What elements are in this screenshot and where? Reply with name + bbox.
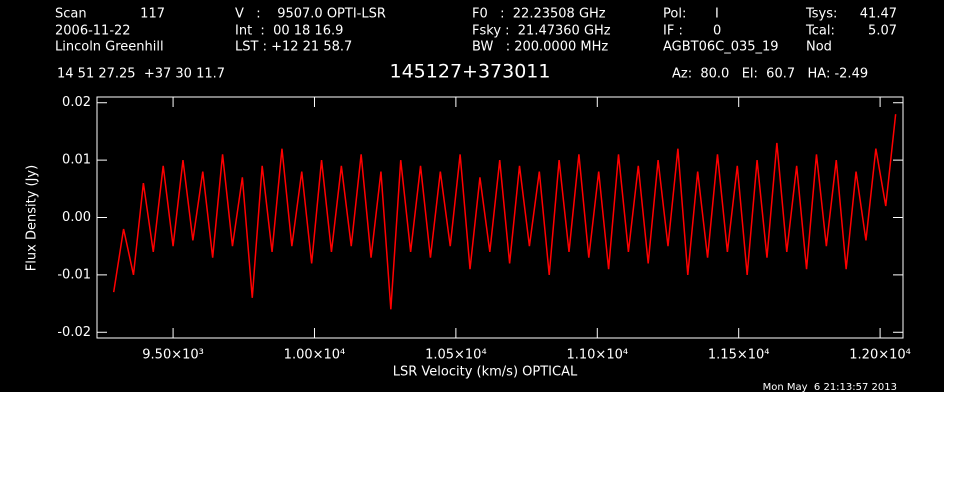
y-tick-label: 0.00 — [62, 210, 91, 225]
annotation: Tcal: — [805, 24, 835, 39]
y-tick-label: -0.02 — [57, 325, 91, 340]
annotation: 117 — [140, 7, 165, 22]
annotation: LST : +12 21 58.7 — [235, 40, 352, 55]
annotation: F0 : 22.23508 GHz — [472, 7, 606, 22]
annotation: 41.47 — [860, 7, 897, 22]
annotation: AGBT06C_035_19 — [663, 40, 779, 55]
x-tick-label: 9.50×10³ — [142, 348, 204, 363]
annotation: Fsky : 21.47360 GHz — [472, 24, 611, 39]
annotation: Tsys: — [805, 7, 837, 22]
annotation: 2006-11-22 — [55, 24, 131, 39]
annotation: Nod — [806, 40, 832, 55]
y-tick-label: -0.01 — [57, 267, 91, 282]
annotation: 14 51 27.25 +37 30 11.7 — [57, 67, 225, 82]
annotation: 5.07 — [868, 24, 897, 39]
annotation: Int : 00 18 16.9 — [235, 24, 343, 39]
y-tick-label: 0.01 — [62, 153, 91, 168]
annotation: Scan — [55, 7, 87, 22]
annotation: I — [715, 7, 719, 22]
chart-title: 145127+373011 — [390, 61, 551, 83]
x-tick-label: 1.10×10⁴ — [566, 348, 628, 363]
x-tick-label: 1.00×10⁴ — [284, 348, 346, 363]
annotation: Az: 80.0 El: 60.7 HA: -2.49 — [672, 67, 868, 82]
annotation: IF : — [663, 24, 683, 39]
annotation: V : 9507.0 OPTI-LSR — [235, 7, 386, 22]
x-tick-label: 1.20×10⁴ — [849, 348, 911, 363]
annotation: Pol: — [663, 7, 686, 22]
annotation: Lincoln Greenhill — [55, 40, 164, 55]
spectrum-line — [112, 114, 897, 310]
annotation: 0 — [713, 24, 721, 39]
x-axis-label: LSR Velocity (km/s) OPTICAL — [393, 365, 578, 380]
y-axis-label: Flux Density (Jy) — [25, 165, 40, 271]
plot-background — [0, 0, 944, 392]
y-tick-label: 0.02 — [62, 95, 91, 110]
annotation: BW : 200.0000 MHz — [472, 40, 608, 55]
annotation: Mon May 6 21:13:57 2013 — [763, 382, 897, 393]
x-tick-label: 1.05×10⁴ — [425, 348, 487, 363]
x-tick-label: 1.15×10⁴ — [708, 348, 770, 363]
